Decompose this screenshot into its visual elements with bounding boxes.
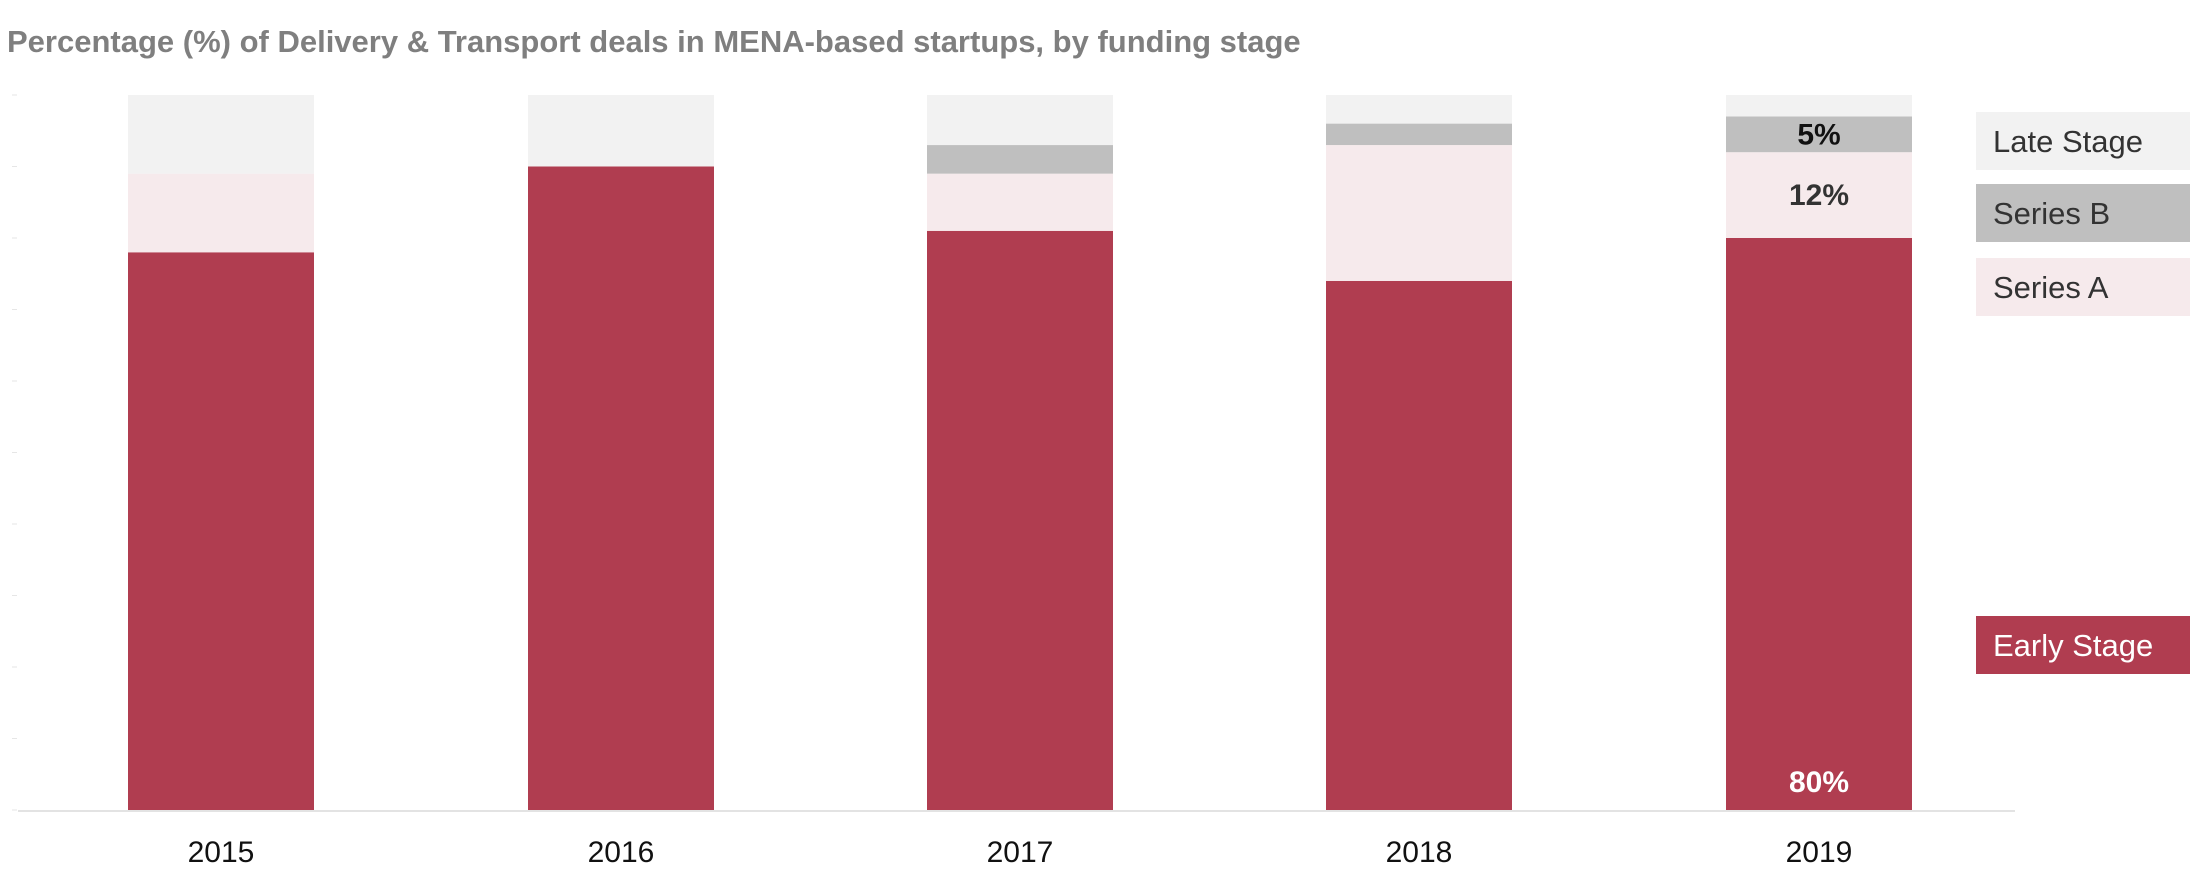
x-tick-label-2019: 2019 (1786, 836, 1853, 869)
bar-2018-series-b (1326, 123, 1512, 146)
bar-2017-series-a (927, 173, 1113, 231)
legend-label-late-stage: Late Stage (1993, 124, 2143, 159)
bar-2018-late-stage (1326, 95, 1512, 124)
legend-label-early-stage: Early Stage (1993, 628, 2153, 663)
data-label-2019-series-a: 12% (1789, 179, 1849, 212)
legend-swatch-series-a (1976, 258, 2190, 316)
bar-2017-series-b (927, 145, 1113, 174)
bar-2015-early-stage (128, 252, 314, 811)
x-tick-label-2015: 2015 (188, 836, 255, 869)
bars-layer (128, 95, 1912, 811)
x-tick-label-2017: 2017 (987, 836, 1054, 869)
bar-2018-early-stage (1326, 280, 1512, 810)
bar-2015-series-a (128, 173, 314, 253)
x-tick-label-2018: 2018 (1386, 836, 1453, 869)
bar-2017-early-stage (927, 230, 1113, 811)
bar-2019-series-b (1726, 116, 1912, 153)
bar-2017-late-stage (927, 95, 1113, 146)
data-labels-layer: 80% 12% 5% (1789, 118, 1849, 799)
chart-title: Percentage (%) of Delivery & Transport d… (7, 24, 1301, 59)
data-label-2019-series-b: 5% (1797, 118, 1840, 151)
legend-swatch-early-stage (1976, 616, 2190, 674)
bar-2016-late-stage (528, 95, 714, 167)
axis-layer: 2015 2016 2017 2018 2019 (12, 94, 2015, 869)
x-tick-label-2016: 2016 (588, 836, 655, 869)
bar-2018-series-a (1326, 145, 1512, 281)
bar-2019-late-stage (1726, 95, 1912, 117)
bar-2019-series-a (1726, 152, 1912, 238)
bar-2016-early-stage (528, 166, 714, 810)
legend-label-series-b: Series B (1993, 196, 2110, 231)
legend-label-series-a: Series A (1993, 270, 2109, 305)
data-label-2019-early-stage: 80% (1789, 766, 1849, 799)
bar-2015-late-stage (128, 95, 314, 174)
bar-2019-early-stage (1726, 238, 1912, 810)
legend-swatch-series-b (1976, 184, 2190, 242)
legend: Late Stage Series B Series A Early Stage (1976, 112, 2190, 674)
legend-swatch-late-stage (1976, 112, 2190, 170)
